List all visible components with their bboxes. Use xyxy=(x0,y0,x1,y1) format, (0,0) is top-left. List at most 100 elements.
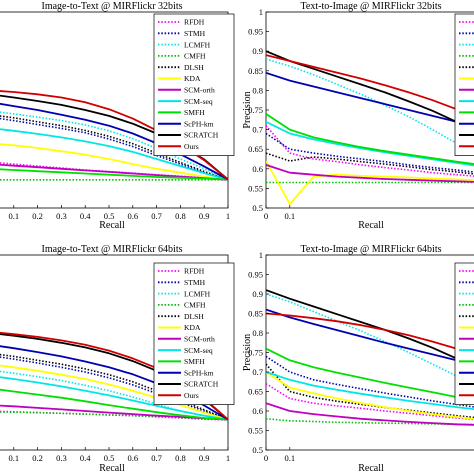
x-tick-label: 0.9 xyxy=(199,453,210,463)
panel-3: 0.1 0.2 0.3 0.4 0.5 0.6 0.7 0.8 0.9 1 Image-to-Tex… xyxy=(0,244,235,474)
y-tick-label: 0.75 xyxy=(248,105,263,115)
series-line-scph-km xyxy=(0,102,229,181)
x-tick-label: 0.9 xyxy=(199,211,210,221)
series-line-kda xyxy=(266,371,474,420)
x-axis-label: Recall xyxy=(99,463,125,474)
legend-label-scph-km: ScPH-km xyxy=(184,119,214,128)
series-line-scm-seq xyxy=(266,120,474,167)
x-tick-label: 0.1 xyxy=(284,211,295,221)
legend-label-cmfh: CMFH xyxy=(184,301,206,310)
y-tick-label: 0.95 xyxy=(248,27,263,37)
y-tick-label: 0.55 xyxy=(248,183,263,193)
series-line-kda xyxy=(266,160,474,206)
series-line-smfh xyxy=(266,113,474,165)
series-group xyxy=(0,331,229,421)
panel-title: Image-to-Text @ MIRFlickr 32bits xyxy=(42,1,183,12)
x-tick-label: 0.4 xyxy=(80,453,91,463)
legend-label-rfdh: RFDH xyxy=(184,267,205,276)
panel-4: 0 0.1 0.5 0.55 0.6 0.65 0.7 0.75 0.8 0.85 0.9 0.95 1… xyxy=(242,244,474,474)
series-line-scm-orth xyxy=(0,404,229,421)
series-line-lcmfh xyxy=(0,111,229,181)
x-tick-label: 0.6 xyxy=(127,211,138,221)
y-tick-label: 0.55 xyxy=(248,426,263,436)
x-tick-label: 0 xyxy=(264,453,268,463)
x-tick-label: 0.3 xyxy=(56,211,67,221)
legend-label-dlsh: DLSH xyxy=(184,63,204,72)
y-tick-label: 0.75 xyxy=(248,348,263,358)
legend-label-scph-km: ScPH-km xyxy=(184,368,214,377)
legend-label-scm-orth: SCM-orth xyxy=(184,86,215,95)
legend-label-kda: KDA xyxy=(184,74,201,83)
series-line-smfh xyxy=(0,168,229,181)
legend-label-kda: KDA xyxy=(184,323,201,332)
x-tick-label: 0.8 xyxy=(175,453,186,463)
y-tick-label: 1 xyxy=(259,250,263,260)
panel-1: 0.1 0.2 0.3 0.4 0.5 0.6 0.7 0.8 0.9 1 Image-to-Tex… xyxy=(0,1,235,231)
x-tick-label: 0.1 xyxy=(284,453,295,463)
x-tick-label: 0.7 xyxy=(151,453,162,463)
x-tick-label: 0.5 xyxy=(104,211,115,221)
x-tick-label: 0.7 xyxy=(151,211,162,221)
x-axis-label: Recall xyxy=(358,463,384,474)
x-tick-label: 0.4 xyxy=(80,211,91,221)
series-line-rfdh xyxy=(266,125,474,177)
plot-frame xyxy=(265,254,474,451)
x-tick-label: 1 xyxy=(226,453,230,463)
series-line-scm-seq xyxy=(0,128,229,181)
x-tick-label: 0.2 xyxy=(32,211,43,221)
series-line-smfh xyxy=(0,388,229,421)
legend-box xyxy=(153,262,235,405)
panel-2: 0 0.1 0.5 0.55 0.6 0.65 0.7 0.75 0.8 0.85 0.9 0.95 1… xyxy=(242,1,474,231)
series-line-lcmfh xyxy=(0,370,229,421)
series-line-rfdh xyxy=(266,383,474,421)
panel-title: Image-to-Text @ MIRFlickr 64bits xyxy=(42,244,183,255)
y-tick-label: 0.7 xyxy=(252,125,263,135)
legend: RFDHSTMHLCMFHCMFHDLSHKDASCM-orthSCM-seqS… xyxy=(153,13,235,156)
legend-label-stmh: STMH xyxy=(184,278,206,287)
series-line-kda xyxy=(0,364,229,421)
x-axis-label: Recall xyxy=(99,220,125,231)
legend-label-scratch: SCRATCH xyxy=(184,131,219,140)
y-tick-label: 0.9 xyxy=(252,289,263,299)
x-tick-label: 0.8 xyxy=(175,211,186,221)
y-tick-label: 0.6 xyxy=(252,164,263,174)
y-tick-label: 0.65 xyxy=(248,144,263,154)
y-tick-label: 0.5 xyxy=(252,445,263,455)
legend-label-smfh: SMFH xyxy=(184,357,205,366)
panel-title: Text-to-Image @ MIRFlickr 64bits xyxy=(301,244,442,255)
y-tick-label: 0.5 xyxy=(252,203,263,213)
series-line-stmh xyxy=(0,356,229,421)
series-line-scm-seq xyxy=(266,371,474,411)
y-tick-label: 0.7 xyxy=(252,367,263,377)
x-tick-label: 0.1 xyxy=(8,453,19,463)
x-tick-label: 0.5 xyxy=(104,453,115,463)
series-line-scm-orth xyxy=(0,163,229,181)
series-line-dlsh xyxy=(0,115,229,181)
legend: RFDHSTMHLCMFHCMFHDLSHKDASCM-orthSCM-seqS… xyxy=(454,13,474,156)
legend-label-scratch: SCRATCH xyxy=(184,380,219,389)
series-line-scm-orth xyxy=(266,402,474,426)
legend: RFDHSTMHLCMFHCMFHDLSHKDASCM-orthSCM-seqS… xyxy=(153,262,235,405)
series-line-stmh xyxy=(266,355,474,408)
y-axis-label: Precision xyxy=(242,91,253,128)
legend-label-stmh: STMH xyxy=(184,29,206,38)
y-tick-label: 0.65 xyxy=(248,387,263,397)
y-tick-label: 0.9 xyxy=(252,46,263,56)
legend-box xyxy=(454,13,474,156)
legend-label-smfh: SMFH xyxy=(184,108,205,117)
legend-label-lcmfh: LCMFH xyxy=(184,40,211,49)
series-line-scm-seq xyxy=(0,376,229,421)
x-axis-label: Recall xyxy=(358,220,384,231)
y-tick-label: 1 xyxy=(259,7,263,17)
x-tick-label: 1 xyxy=(226,211,230,221)
x-tick-label: 0.6 xyxy=(127,453,138,463)
y-tick-label: 0.6 xyxy=(252,406,263,416)
x-tick-label: 0.3 xyxy=(56,453,67,463)
legend-label-rfdh: RFDH xyxy=(184,18,205,27)
y-tick-label: 0.8 xyxy=(252,85,263,95)
legend-label-lcmfh: LCMFH xyxy=(184,289,211,298)
legend-label-ours: Ours xyxy=(184,142,199,151)
series-line-scm-orth xyxy=(266,164,474,183)
legend-label-scm-seq: SCM-seq xyxy=(184,346,213,355)
legend-label-dlsh: DLSH xyxy=(184,312,204,321)
